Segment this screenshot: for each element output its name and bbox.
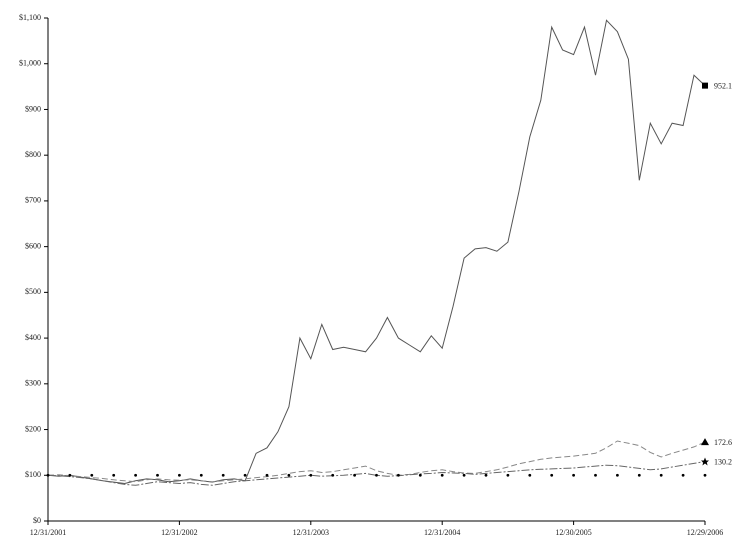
line-dot <box>243 473 247 477</box>
line-dot <box>68 473 72 477</box>
line-dot <box>199 473 203 477</box>
line-dot <box>440 473 444 477</box>
line-dot <box>156 473 159 477</box>
y-tick-label: $1,000 <box>19 59 41 68</box>
line-dot <box>331 473 335 477</box>
line-dot <box>506 473 510 477</box>
line-dot <box>418 473 422 477</box>
line-dot <box>353 473 356 477</box>
end-label: 130.2 <box>714 457 732 466</box>
y-tick-label: $100 <box>25 470 41 479</box>
end-label: 952.1 <box>714 81 732 90</box>
y-tick-label: $400 <box>25 333 41 342</box>
end-label: 172.6 <box>714 438 732 447</box>
end-marker <box>702 82 708 89</box>
line-dot <box>616 473 619 477</box>
line-dot <box>265 473 269 477</box>
x-tick-label: 12/31/2003 <box>293 528 329 537</box>
series-line <box>47 440 706 483</box>
line-dot <box>484 473 488 477</box>
line-dot <box>594 473 597 477</box>
y-tick-label: $600 <box>25 241 41 250</box>
line-dot <box>528 473 532 477</box>
line-dot <box>112 473 116 477</box>
end-marker <box>701 438 709 446</box>
x-tick-label: 12/31/2001 <box>30 528 66 537</box>
y-tick-label: $0 <box>33 516 41 525</box>
line-dot <box>375 473 378 477</box>
series-line <box>47 461 706 486</box>
x-tick-label: 12/31/2004 <box>424 528 460 537</box>
line-dot <box>397 473 400 477</box>
line-dot <box>178 473 181 477</box>
line-dot <box>462 473 466 477</box>
y-tick-label: $800 <box>25 150 41 159</box>
line-dot <box>637 473 641 477</box>
series-line <box>47 19 706 485</box>
y-tick-label: $900 <box>25 104 41 113</box>
line-dot <box>46 473 50 477</box>
line-dot <box>681 473 685 477</box>
line-dot <box>309 473 313 477</box>
line-dot <box>287 473 291 477</box>
y-tick-label: $200 <box>25 424 41 433</box>
y-tick-label: $300 <box>25 379 41 388</box>
x-tick-label: 12/30/2005 <box>555 528 591 537</box>
x-tick-label: 12/31/2002 <box>161 528 197 537</box>
line-dot <box>659 473 663 477</box>
line-dot <box>550 473 554 477</box>
y-tick-label: $700 <box>25 196 41 205</box>
y-tick-label: $1,100 <box>19 13 41 22</box>
line-dot <box>134 473 138 477</box>
line-dot <box>703 473 707 477</box>
x-tick-label: 12/29/2006 <box>687 528 723 537</box>
line-dot <box>90 473 94 477</box>
line-dot <box>572 473 575 477</box>
y-tick-label: $500 <box>25 287 41 296</box>
end-marker <box>701 457 709 466</box>
line-dot <box>221 473 225 477</box>
